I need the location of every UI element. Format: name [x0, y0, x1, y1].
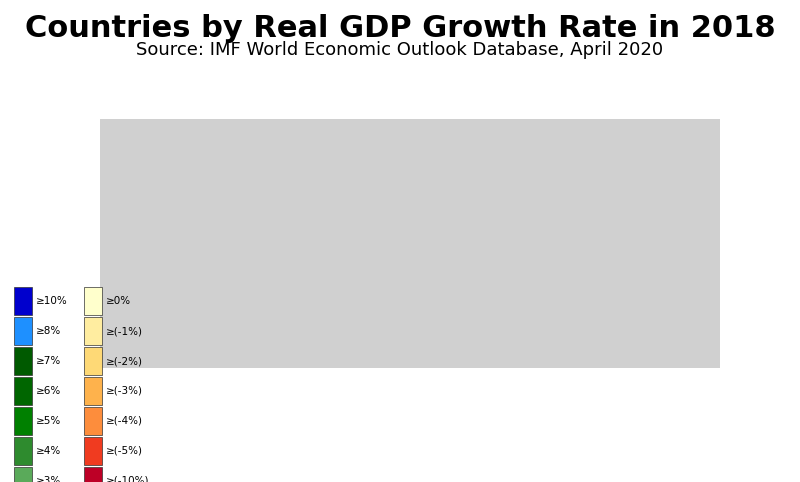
Text: Countries by Real GDP Growth Rate in 2018: Countries by Real GDP Growth Rate in 201… [25, 14, 775, 43]
Text: ≥(-5%): ≥(-5%) [106, 446, 142, 455]
Text: ≥(-1%): ≥(-1%) [106, 326, 142, 336]
Text: ≥8%: ≥8% [36, 326, 62, 336]
Text: ≥(-2%): ≥(-2%) [106, 356, 142, 366]
Text: ≥7%: ≥7% [36, 356, 62, 366]
Text: Source: IMF World Economic Outlook Database, April 2020: Source: IMF World Economic Outlook Datab… [137, 41, 663, 59]
Text: ≥(-10%): ≥(-10%) [106, 476, 149, 482]
Text: ≥0%: ≥0% [106, 296, 130, 306]
Text: ≥(-3%): ≥(-3%) [106, 386, 142, 396]
Text: ≥4%: ≥4% [36, 446, 62, 455]
Text: ≥(-4%): ≥(-4%) [106, 416, 142, 426]
Text: ≥6%: ≥6% [36, 386, 62, 396]
Text: ≥5%: ≥5% [36, 416, 62, 426]
Text: ≥10%: ≥10% [36, 296, 68, 306]
Text: ≥3%: ≥3% [36, 476, 62, 482]
